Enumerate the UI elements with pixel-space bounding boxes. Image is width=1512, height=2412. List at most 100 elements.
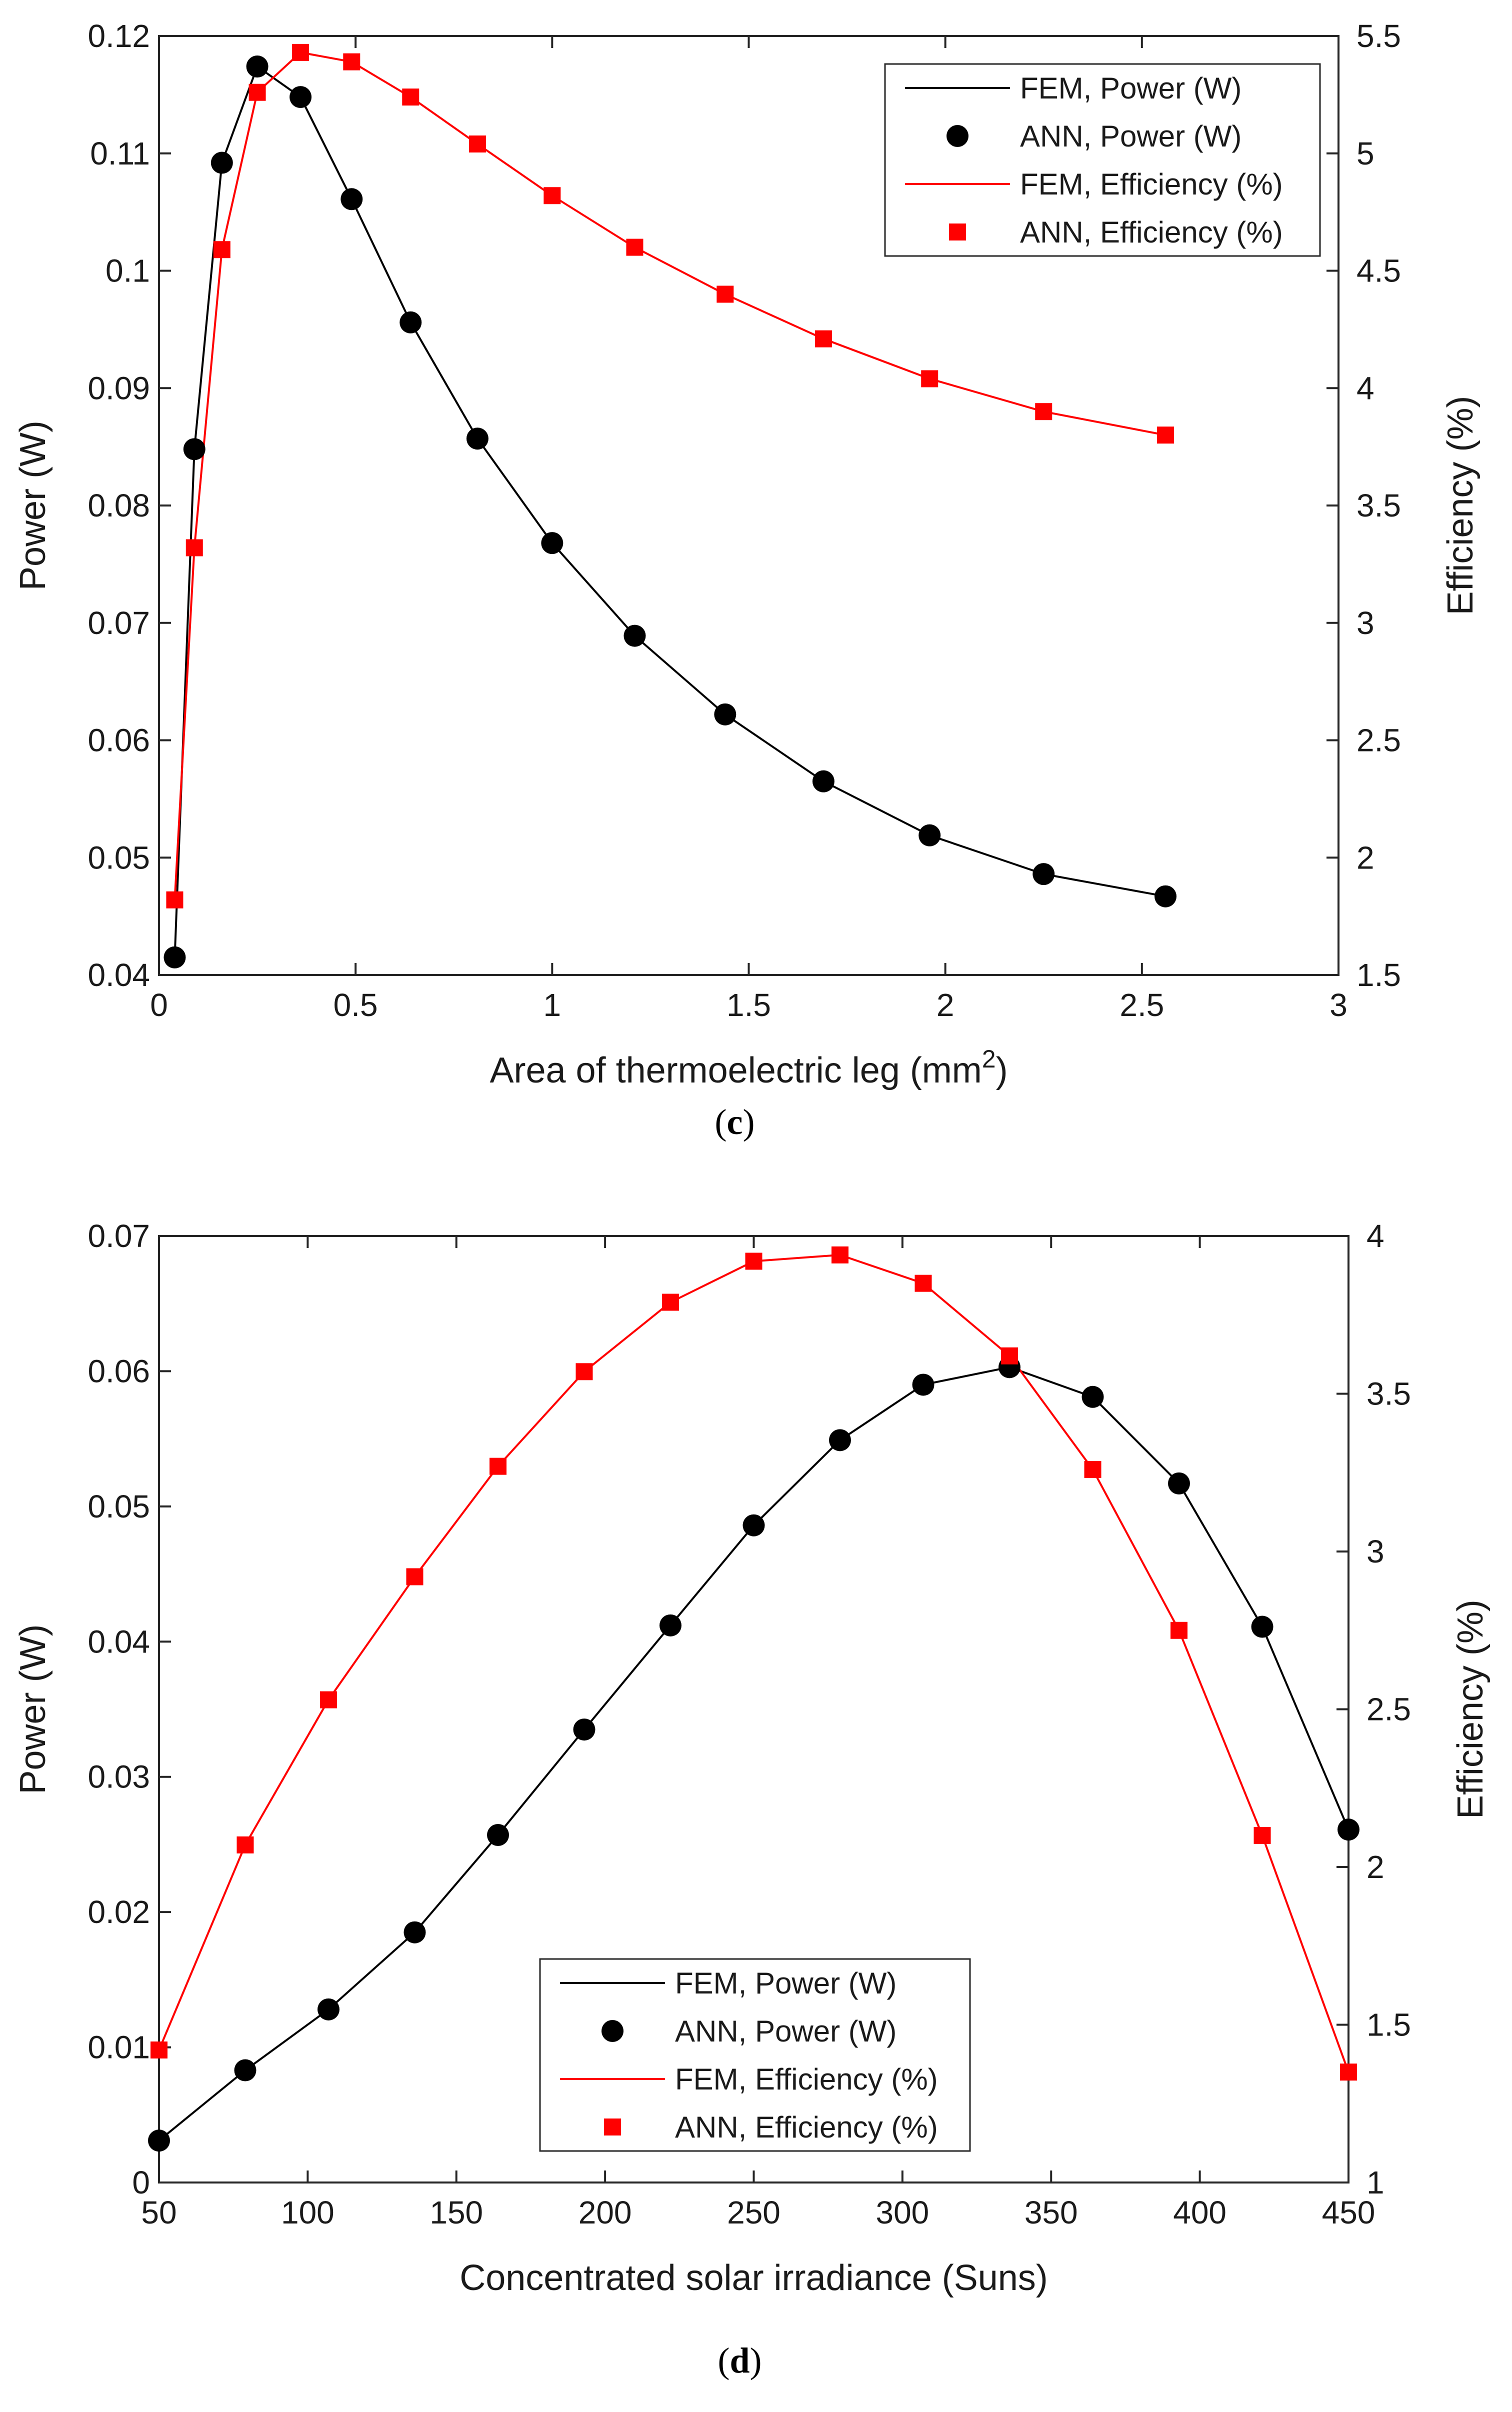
x-tick-label: 2.5 [1120,987,1164,1023]
x-tick-label: 300 [876,2194,929,2230]
y2-tick-label: 1.5 [1366,2007,1411,2043]
panel-paren-close: ) [750,2340,762,2380]
y-tick-label: 0.08 [88,488,150,524]
x-axis-label: Area of thermoelectric leg (mm2) [490,1045,1008,1090]
y2-tick-label: 1.5 [1356,957,1401,993]
ann-power-point [714,703,736,726]
x-tick-label: 1 [544,987,562,1023]
y-tick-label: 0.03 [88,1759,150,1795]
ann-power-point [1154,885,1177,908]
x-axis-label-superscript: 2 [982,1045,996,1073]
ann-power-point [918,824,941,846]
ann-efficiency-point [186,539,203,556]
x-axis-label: Concentrated solar irradiance (Suns) [460,2258,1048,2298]
x-tick-label: 3 [1330,987,1348,1023]
y2-tick-label: 4.5 [1356,253,1401,289]
x-tick-label: 200 [578,2194,632,2230]
ann-efficiency-point [1254,1826,1271,1844]
ann-power-point [340,188,363,210]
y2-tick-label: 4 [1356,370,1374,406]
y2-tick-label: 4 [1366,1218,1384,1254]
y2-tick-label: 2.5 [1356,722,1401,758]
ann-efficiency-point [213,241,230,258]
ann-power-point [148,2130,170,2152]
ann-power-point [1168,1472,1190,1494]
panel-label: (c) [715,1102,755,1142]
x-tick-label: 2 [936,987,954,1023]
chart-d: 50 100 150 200 250 300 350 400 450 0 0.01 0.02 0.03 0… [13,1218,1490,2380]
y2-axis-label: Efficiency (%) [1450,1600,1490,1819]
ann-efficiency-point [1000,1347,1018,1364]
ann-efficiency-point [343,53,360,70]
y2-tick-label: 2 [1356,840,1374,876]
x-tick-label: 250 [727,2194,780,2230]
panel-letter: d [730,2340,750,2380]
ann-efficiency-point [406,1568,424,1586]
ann-power-point [624,624,646,647]
panel-paren-open: ( [718,2340,730,2380]
legend-label: ANN, Efficiency (%) [1020,216,1283,249]
y2-tick-label: 5.5 [1356,18,1401,54]
ann-efficiency-point [490,1458,507,1475]
y-tick-label: 0.01 [88,2030,150,2066]
ann-efficiency-point [236,1836,254,1854]
y2-tick-label: 3 [1366,1534,1384,1570]
plot-area [164,44,1177,968]
ann-power-point [573,1718,596,1741]
x-tick-label: 100 [281,2194,334,2230]
x-axis-label-close: ) [996,1050,1008,1090]
ann-efficiency-point [921,370,938,388]
ann-power-point [210,152,233,174]
y-axis-label: Power (W) [13,420,53,590]
x-axis-label-main: Concentrated solar irradiance (Suns) [460,2258,1048,2298]
y2-tick-label: 2 [1366,1849,1384,1885]
y2-axis-label: Efficiency (%) [1440,396,1480,616]
ann-power-point [541,532,564,554]
x-tick-label: 400 [1173,2194,1226,2230]
x-tick-label: 0 [150,987,168,1023]
ann-efficiency-point [1084,1460,1102,1478]
legend: FEM, Power (W) ANN, Power (W) FEM, Efficie… [539,1958,971,2152]
y-tick-label: 0.07 [88,1218,150,1254]
ann-power-point [404,1921,426,1944]
y2-tick-label: 3 [1356,605,1374,641]
ann-power-point [164,946,186,968]
legend-circle-swatch [602,2020,624,2042]
y-tick-label: 0.06 [88,1353,150,1389]
legend: FEM, Power (W) ANN, Power (W) FEM, Efficie… [884,63,1321,257]
ann-power-point [1032,863,1055,886]
x-tick-label: 50 [141,2194,176,2230]
ann-efficiency-point [814,330,832,348]
y2-tick-label: 3.5 [1366,1376,1411,1412]
y-tick-label: 0.06 [88,722,150,758]
y-tick-label: 0.04 [88,1624,150,1660]
ann-power-point [742,1514,765,1536]
legend-circle-swatch [946,125,968,147]
y-tick-label: 0.1 [106,253,150,289]
ann-power-point [1251,1616,1274,1638]
y-axis-label: Power (W) [13,1624,53,1794]
ann-efficiency-point [662,1294,679,1311]
ann-efficiency-point [576,1363,593,1380]
ann-power-point [466,428,488,450]
legend-square-swatch [949,224,966,240]
y-tick-label: 0.02 [88,1894,150,1930]
legend-square-swatch [604,2118,621,2136]
ann-power-point [828,1429,851,1452]
legend-label: ANN, Efficiency (%) [675,2110,938,2144]
ann-efficiency-point [626,238,644,256]
y-tick-label: 0.05 [88,1488,150,1524]
legend-label: ANN, Power (W) [675,2014,896,2048]
y-tick-label: 0.12 [88,18,150,54]
y-tick-label: 0.09 [88,370,150,406]
x-tick-label: 450 [1322,2194,1376,2230]
plot-area [148,1246,1360,2152]
ann-power-point [234,2059,256,2082]
y-tick-label: 0.05 [88,840,150,876]
ann-efficiency-point [544,187,561,204]
x-tick-label: 350 [1024,2194,1078,2230]
ann-power-point [183,438,206,460]
legend-label: FEM, Efficiency (%) [675,2062,938,2096]
panel-paren-close: ) [742,1102,754,1142]
